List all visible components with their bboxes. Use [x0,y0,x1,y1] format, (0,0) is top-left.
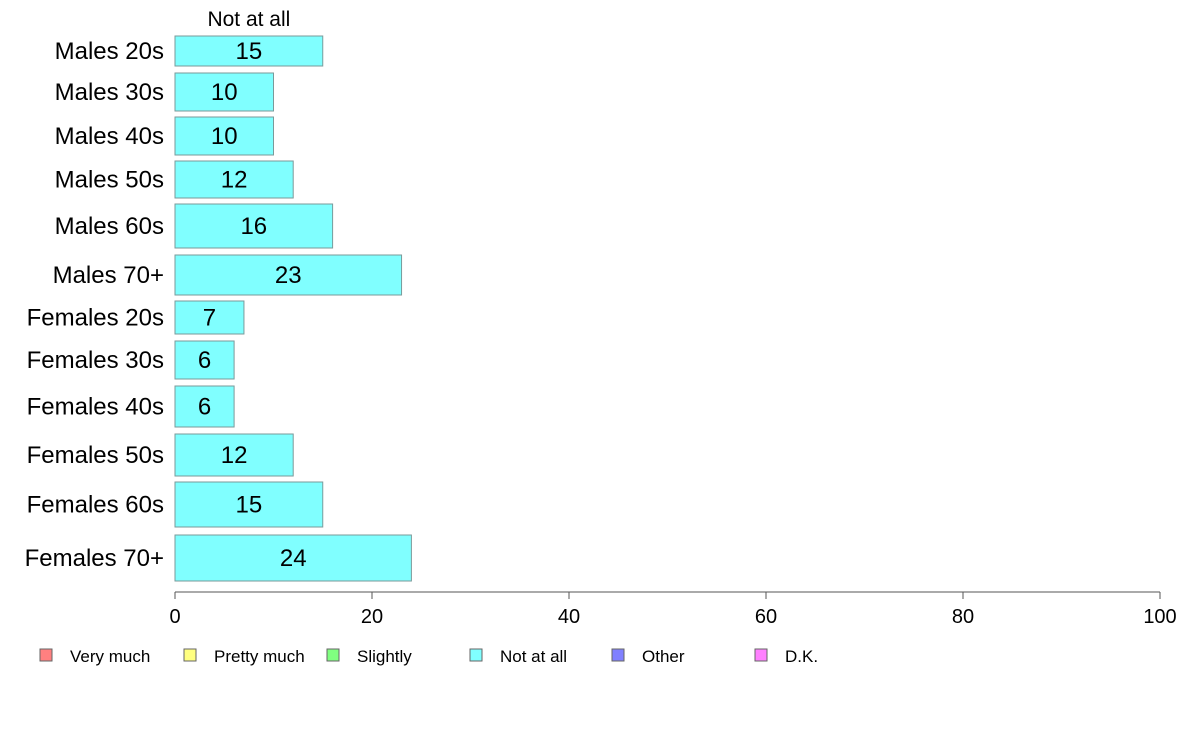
bar-value-label: 12 [221,442,248,469]
x-tick-label: 40 [558,606,580,628]
category-label: Males 50s [55,167,164,194]
category-label: Males 30s [55,79,164,106]
legend: Very much Pretty much Slightly Not at all Ot… [39,647,818,666]
bar [174,385,235,428]
category-label: Females 70+ [25,545,164,572]
legend-item: Other [611,647,685,666]
bar [174,300,245,335]
bar [174,72,274,112]
legend-label: Very much [70,647,150,666]
legend-swatch [754,648,768,662]
bar-value-label: 10 [211,123,238,150]
bar [174,534,412,582]
category-label: Males 60s [55,213,164,240]
bar-value-label: 16 [240,213,267,240]
legend-item: Slightly [326,647,412,666]
legend-swatch [39,648,53,662]
legend-swatch [469,648,483,662]
bar [174,433,294,477]
legend-label: Not at all [500,647,567,666]
category-labels: Males 20s Males 30s Males 40s Males 50s Male… [25,38,164,572]
category-label: Females 60s [27,492,164,519]
bar [174,203,334,249]
bar [174,340,235,380]
bars [174,35,412,582]
legend-item: Very much [39,647,150,666]
bar [174,116,274,156]
x-tick-label: 100 [1143,606,1176,628]
category-label: Females 40s [27,394,164,421]
legend-label: Other [642,647,685,666]
bar [174,481,324,528]
x-tick-label: 80 [952,606,974,628]
legend-item: Pretty much [183,647,305,666]
category-label: Females 20s [27,305,164,332]
bar [174,160,294,199]
bar-value-label: 15 [236,492,263,519]
legend-label: Slightly [357,647,412,666]
series-header-label: Not at all [207,8,290,31]
bar-value-label: 12 [221,167,248,194]
category-label: Males 70+ [53,262,164,289]
bar-value-label: 23 [275,262,302,289]
legend-item: Not at all [469,647,567,666]
bar-value-label: 10 [211,79,238,106]
bar-value-label: 24 [280,545,307,572]
legend-item: D.K. [754,647,818,666]
legend-label: Pretty much [214,647,305,666]
bar [174,35,324,67]
bar-value-label: 6 [198,394,211,421]
category-label: Males 40s [55,123,164,150]
legend-swatch [183,648,197,662]
x-tick-label: 0 [169,606,180,628]
x-axis: 0 20 40 60 80 100 [169,591,1177,628]
category-label: Males 20s [55,38,164,65]
bar-value-labels: 15 10 10 12 16 23 7 6 6 12 15 24 [198,38,307,572]
legend-label: D.K. [785,647,818,666]
bar [174,254,403,296]
legend-swatch [611,648,625,662]
bar-value-label: 7 [203,305,216,332]
legend-swatch [326,648,340,662]
x-tick-label: 20 [361,606,383,628]
x-tick-label: 60 [755,606,777,628]
category-label: Females 30s [27,347,164,374]
bar-value-label: 15 [236,38,263,65]
category-label: Females 50s [27,442,164,469]
bar-value-label: 6 [198,347,211,374]
